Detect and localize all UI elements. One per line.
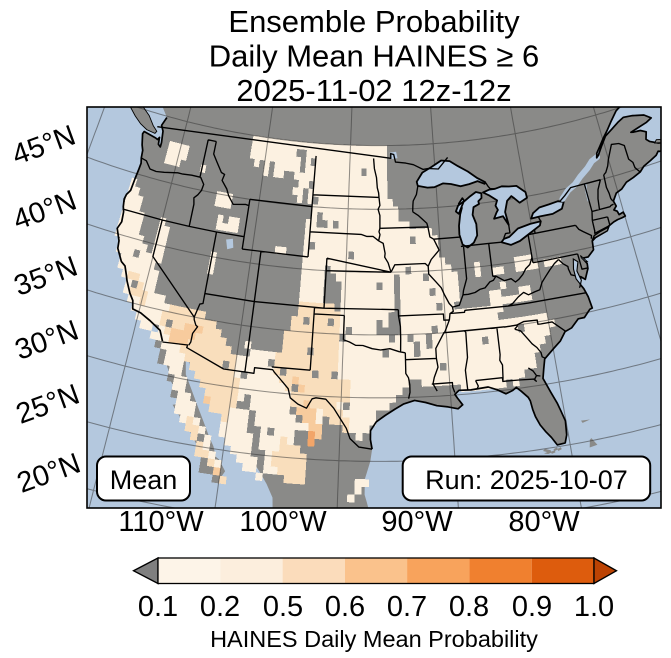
svg-text:100°W: 100°W <box>239 506 327 538</box>
svg-text:80°W: 80°W <box>508 506 580 538</box>
svg-text:HAINES Daily Mean Probability: HAINES Daily Mean Probability <box>210 626 538 652</box>
svg-text:0.7: 0.7 <box>387 591 427 623</box>
svg-text:2025-11-02 12z-12z: 2025-11-02 12z-12z <box>236 73 511 108</box>
svg-text:0.6: 0.6 <box>325 591 365 623</box>
svg-text:0.8: 0.8 <box>449 591 489 623</box>
svg-text:Ensemble Probability: Ensemble Probability <box>228 4 520 39</box>
svg-text:90°W: 90°W <box>381 506 453 538</box>
svg-text:Run: 2025-10-07: Run: 2025-10-07 <box>425 465 628 495</box>
svg-text:0.5: 0.5 <box>263 591 303 623</box>
svg-text:1.0: 1.0 <box>574 591 614 623</box>
svg-text:0.2: 0.2 <box>200 591 240 623</box>
svg-text:Mean: Mean <box>110 465 178 495</box>
svg-text:110°W: 110°W <box>118 506 204 538</box>
svg-text:Daily Mean HAINES ≥ 6: Daily Mean HAINES ≥ 6 <box>209 39 540 74</box>
svg-text:0.9: 0.9 <box>512 591 552 623</box>
svg-text:0.1: 0.1 <box>138 591 178 623</box>
